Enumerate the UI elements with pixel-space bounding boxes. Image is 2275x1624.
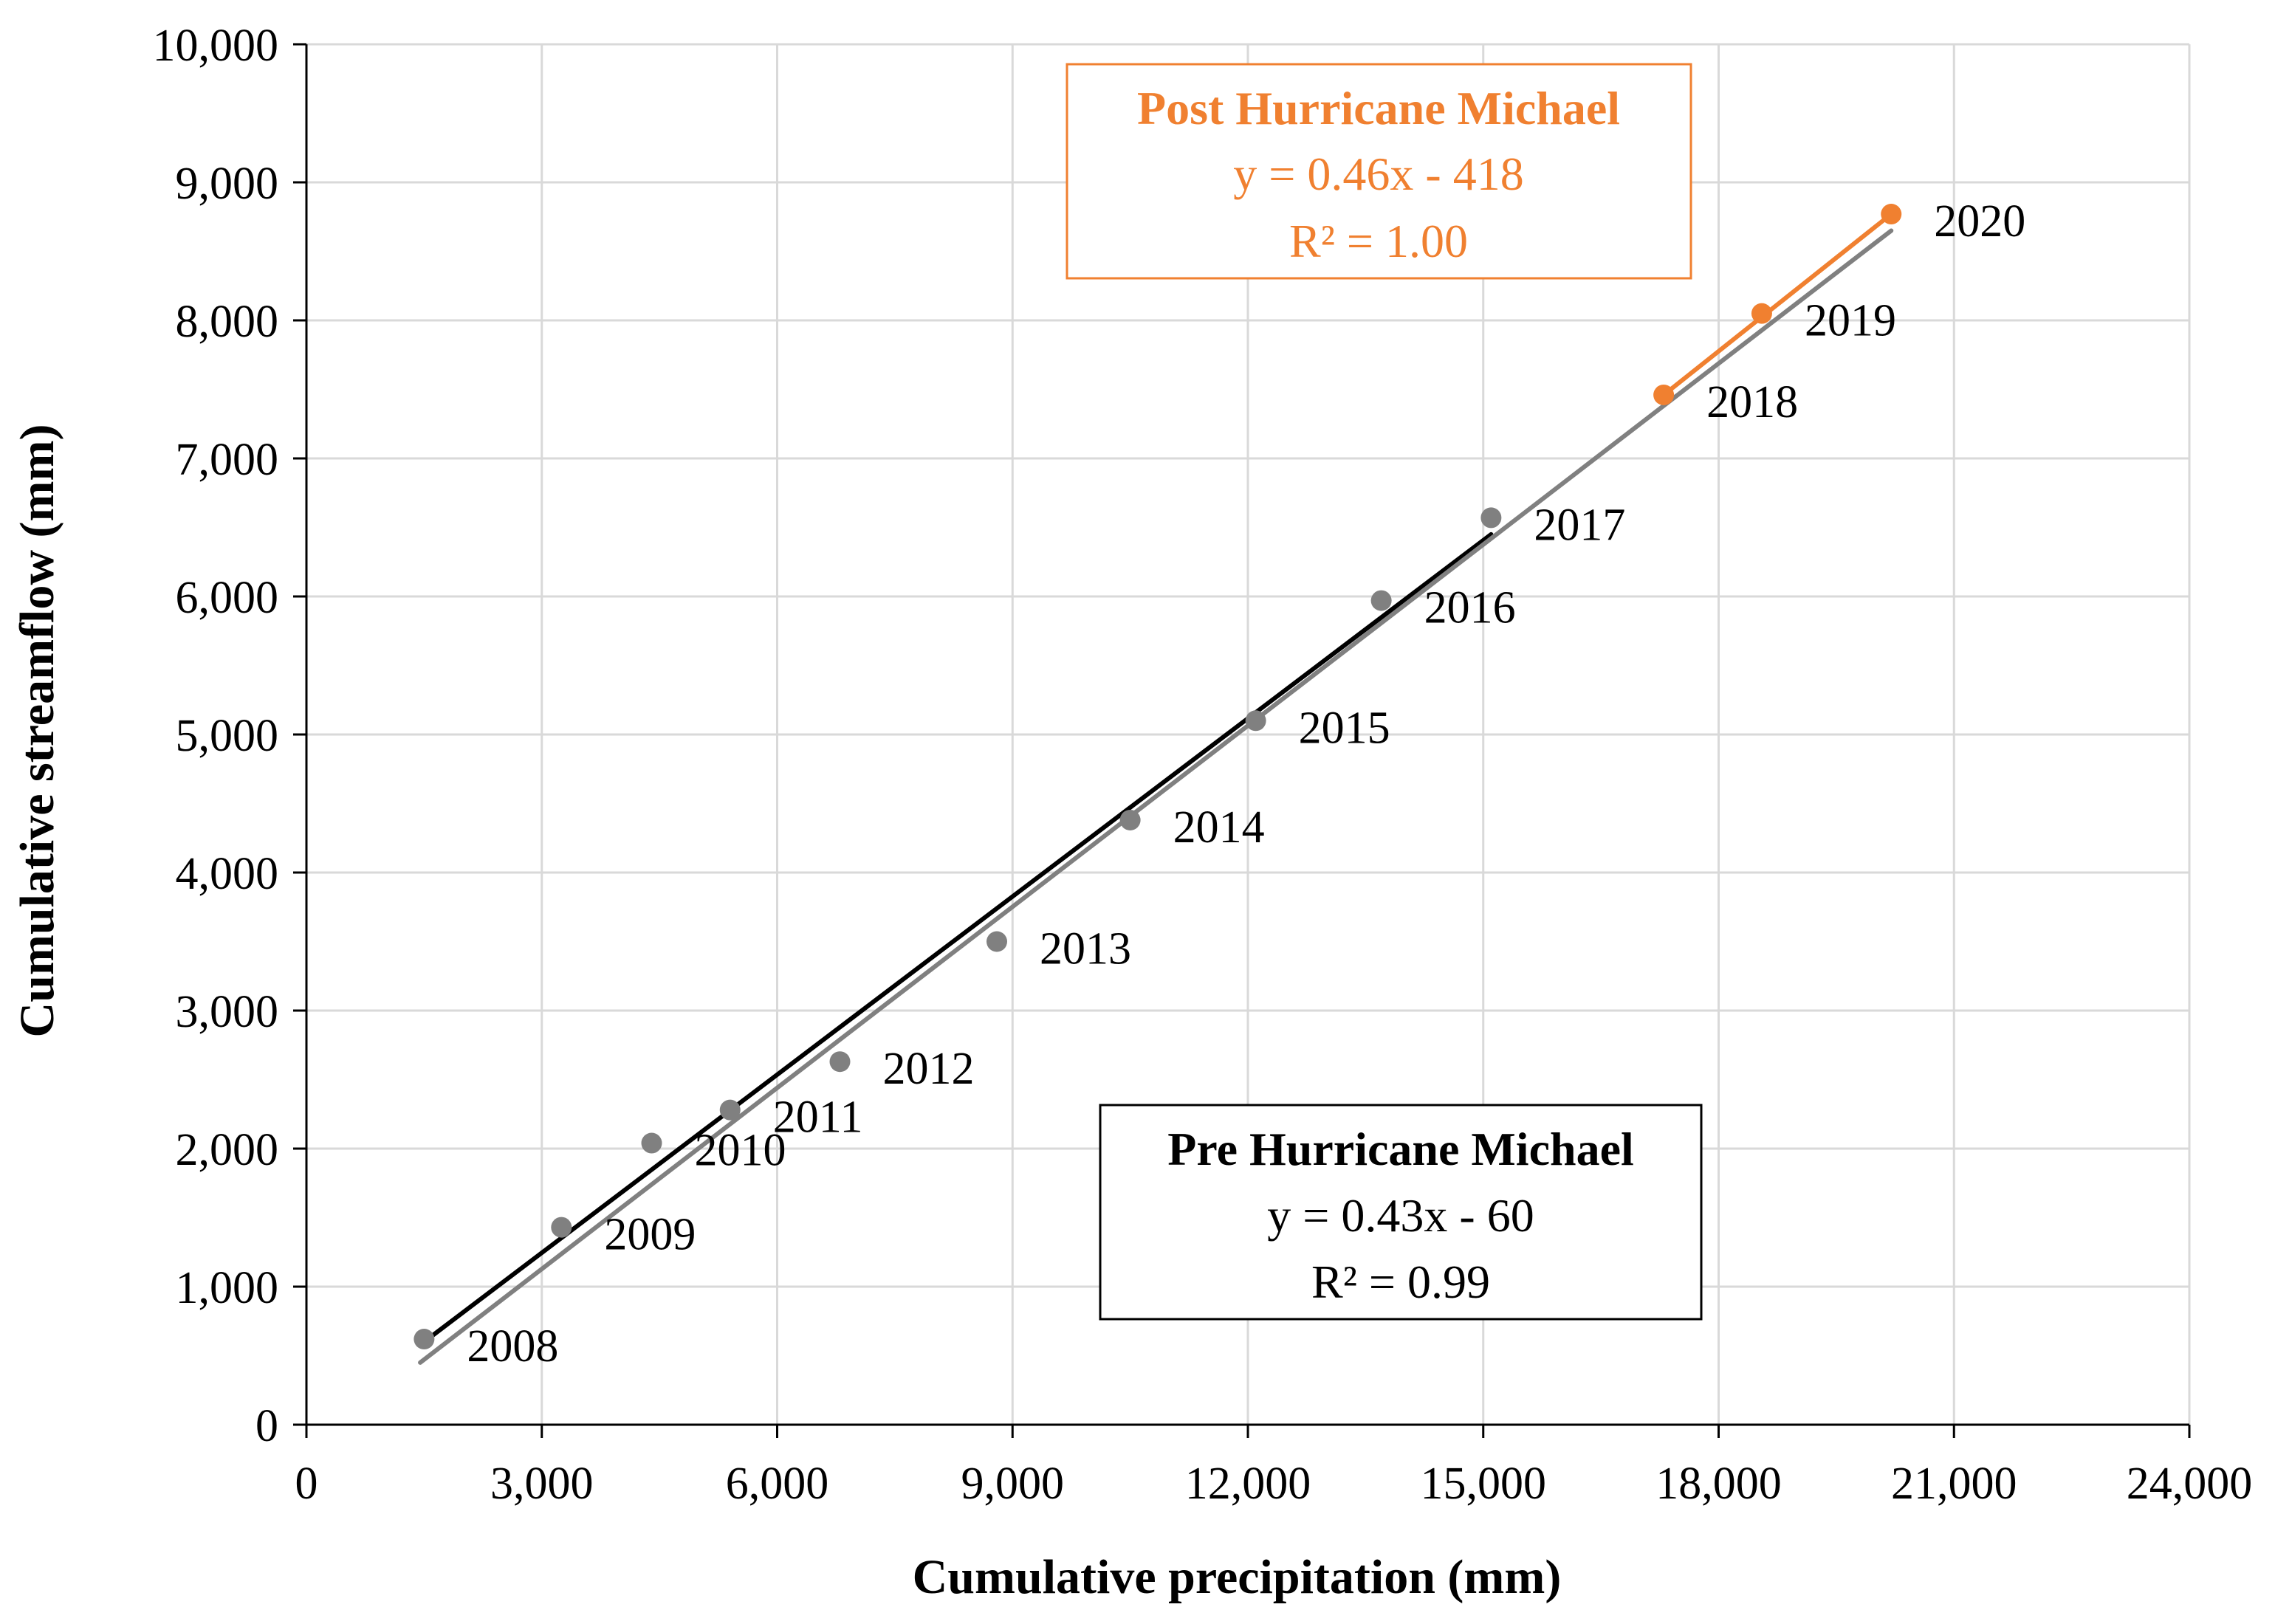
- y-tick-label: 8,000: [176, 297, 279, 347]
- point-label: 2012: [883, 1044, 975, 1094]
- post-box-border: [1066, 63, 1692, 280]
- y-tick-label: 3,000: [176, 987, 279, 1037]
- y-tick-label: 4,000: [176, 849, 279, 899]
- data-point: [1653, 384, 1675, 405]
- point-label: 2014: [1173, 802, 1265, 853]
- y-tick-label: 10,000: [153, 21, 279, 71]
- y-tick-label: 2,000: [176, 1125, 279, 1175]
- data-point: [1881, 204, 1902, 225]
- point-label: 2017: [1534, 500, 1625, 550]
- trend-line: [418, 228, 1894, 1365]
- x-axis-title: Cumulative precipitation (mm): [913, 1550, 1562, 1604]
- pre-box-title: Pre Hurricane Michael: [1167, 1123, 1634, 1175]
- y-tick-label: 0: [255, 1401, 278, 1451]
- x-tick-labels: 0 3,000 6,000 9,000 12,000 15,000 18,000 21,000…: [295, 1459, 2253, 1509]
- point-label: 2008: [467, 1321, 558, 1372]
- x-tick-label: 15,000: [1421, 1459, 1547, 1509]
- point-label: 2018: [1706, 377, 1798, 427]
- point-label: 2019: [1805, 296, 1896, 346]
- point-label: 2011: [773, 1093, 863, 1143]
- post-hurricane-box: Post Hurricane Michael y = 0.46x - 418 R…: [1066, 63, 1692, 280]
- point-label: 2015: [1299, 703, 1390, 753]
- x-tick-label: 18,000: [1655, 1459, 1782, 1509]
- data-point: [1119, 809, 1141, 830]
- data-point: [641, 1132, 662, 1154]
- data-points: [414, 204, 1902, 1350]
- x-tick-label: 21,000: [1891, 1459, 2017, 1509]
- pre-box-equation: y = 0.43x - 60: [1267, 1189, 1534, 1242]
- y-tick-label: 9,000: [176, 159, 279, 209]
- data-point: [719, 1099, 741, 1121]
- x-tick-label: 6,000: [726, 1459, 829, 1509]
- x-tick-label: 3,000: [490, 1459, 594, 1509]
- trend-line: [1661, 212, 1894, 397]
- point-label: 2013: [1040, 924, 1131, 974]
- point-label: 2010: [695, 1126, 786, 1176]
- data-point: [986, 931, 1007, 952]
- point-label: 2020: [1934, 196, 2025, 247]
- pre-box-r2: R² = 0.99: [1311, 1256, 1490, 1308]
- y-tick-labels: 0 1,000 2,000 3,000 4,000 5,000 6,000 7,000 8,00…: [153, 21, 279, 1451]
- post-box-title: Post Hurricane Michael: [1137, 82, 1620, 134]
- trend-line: [422, 531, 1494, 1344]
- data-point: [1480, 507, 1502, 529]
- pre-box-border: [1099, 1104, 1703, 1321]
- pre-hurricane-box: Pre Hurricane Michael y = 0.43x - 60 R² …: [1099, 1104, 1703, 1321]
- x-tick-label: 9,000: [961, 1459, 1065, 1509]
- y-axis-title: Cumulative streamflow (mm): [10, 424, 64, 1038]
- x-tick-label: 12,000: [1185, 1459, 1311, 1509]
- post-box-r2: R² = 1.00: [1289, 215, 1468, 267]
- y-tick-label: 5,000: [176, 711, 279, 761]
- data-point: [1751, 303, 1772, 324]
- point-label: 2009: [604, 1210, 696, 1260]
- data-point: [551, 1217, 572, 1238]
- data-point: [1370, 590, 1392, 611]
- y-tick-label: 6,000: [176, 573, 279, 623]
- post-box-equation: y = 0.46x - 418: [1233, 148, 1523, 200]
- axes: [293, 43, 2191, 1438]
- y-tick-label: 7,000: [176, 435, 279, 485]
- data-point: [829, 1051, 851, 1073]
- point-label: 2016: [1424, 583, 1516, 633]
- trend-lines: [418, 212, 1894, 1365]
- data-point: [414, 1329, 435, 1350]
- y-tick-label: 1,000: [176, 1263, 279, 1313]
- data-point: [1245, 710, 1266, 732]
- x-tick-label: 24,000: [2127, 1459, 2253, 1509]
- x-tick-label: 0: [295, 1459, 318, 1509]
